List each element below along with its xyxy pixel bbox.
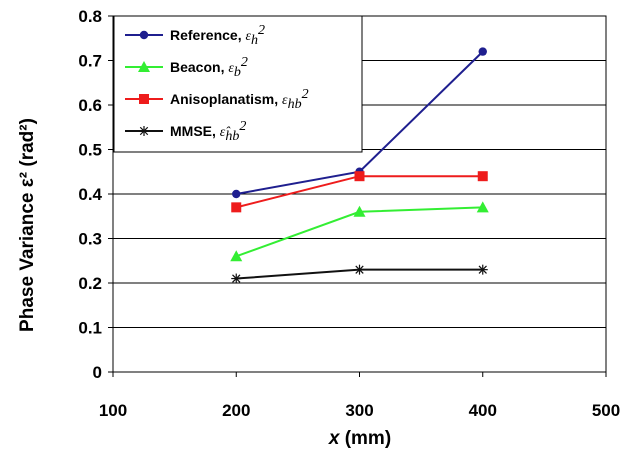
y-tick-labels: 0 0.1 0.2 0.3 0.4 0.5 0.6 0.7 0.8 bbox=[78, 7, 113, 382]
y-tick-label: 0 bbox=[93, 363, 102, 382]
legend-marker bbox=[138, 61, 150, 72]
data-point bbox=[230, 250, 243, 262]
legend-box bbox=[113, 15, 363, 153]
legend-entry: MMSE, ε̂hb2 bbox=[125, 119, 246, 144]
legend-marker bbox=[139, 94, 149, 104]
data-point bbox=[232, 189, 241, 199]
series-3 bbox=[231, 264, 488, 284]
data-point bbox=[354, 264, 365, 275]
legend-label: Beacon, εb2 bbox=[170, 55, 248, 80]
data-point bbox=[353, 205, 366, 217]
x-axis-unit: (mm) bbox=[339, 428, 391, 449]
data-point bbox=[354, 171, 365, 182]
legend-label: Reference, εh2 bbox=[170, 23, 265, 48]
x-axis-variable: x bbox=[328, 428, 341, 449]
legend-marker bbox=[139, 30, 149, 40]
data-point bbox=[477, 264, 488, 275]
y-tick-label: 0.3 bbox=[78, 230, 102, 249]
legend-label: Anisoplanatism, εhb2 bbox=[170, 87, 309, 112]
y-tick-label: 0.7 bbox=[78, 52, 102, 71]
series-1 bbox=[230, 201, 489, 262]
x-tick-label: 100 bbox=[99, 401, 127, 420]
y-tick-label: 0.2 bbox=[78, 274, 102, 293]
legend-label: MMSE, ε̂hb2 bbox=[170, 119, 246, 144]
legend: Reference, εh2 Beacon, εb2 Anisoplanatism,… bbox=[113, 15, 363, 153]
data-point bbox=[231, 273, 242, 284]
y-tick-label: 0.1 bbox=[78, 319, 102, 338]
y-tick-label: 0.8 bbox=[78, 7, 102, 26]
legend-marker bbox=[139, 126, 149, 136]
y-tick-label: 0.4 bbox=[78, 185, 102, 204]
x-axis-label: x (mm) bbox=[328, 428, 391, 449]
data-point bbox=[476, 201, 489, 213]
x-tick-label: 300 bbox=[345, 401, 373, 420]
x-tick-label: 400 bbox=[469, 401, 497, 420]
y-axis-label: Phase Variance ε² (rad²) bbox=[17, 118, 38, 332]
data-point bbox=[231, 202, 242, 213]
x-tick-label: 200 bbox=[222, 401, 250, 420]
series-lines bbox=[230, 47, 489, 284]
data-point bbox=[478, 47, 487, 56]
x-tick-label: 500 bbox=[592, 401, 620, 420]
legend-entry: Anisoplanatism, εhb2 bbox=[125, 87, 309, 112]
series-2 bbox=[231, 171, 488, 213]
x-tick-labels: 100 200 300 400 500 bbox=[99, 372, 620, 420]
data-point bbox=[477, 171, 488, 182]
legend-entry: Reference, εh2 bbox=[125, 23, 265, 48]
y-tick-label: 0.5 bbox=[78, 141, 102, 160]
legend-entry: Beacon, εb2 bbox=[125, 55, 248, 80]
y-tick-label: 0.6 bbox=[78, 96, 102, 115]
